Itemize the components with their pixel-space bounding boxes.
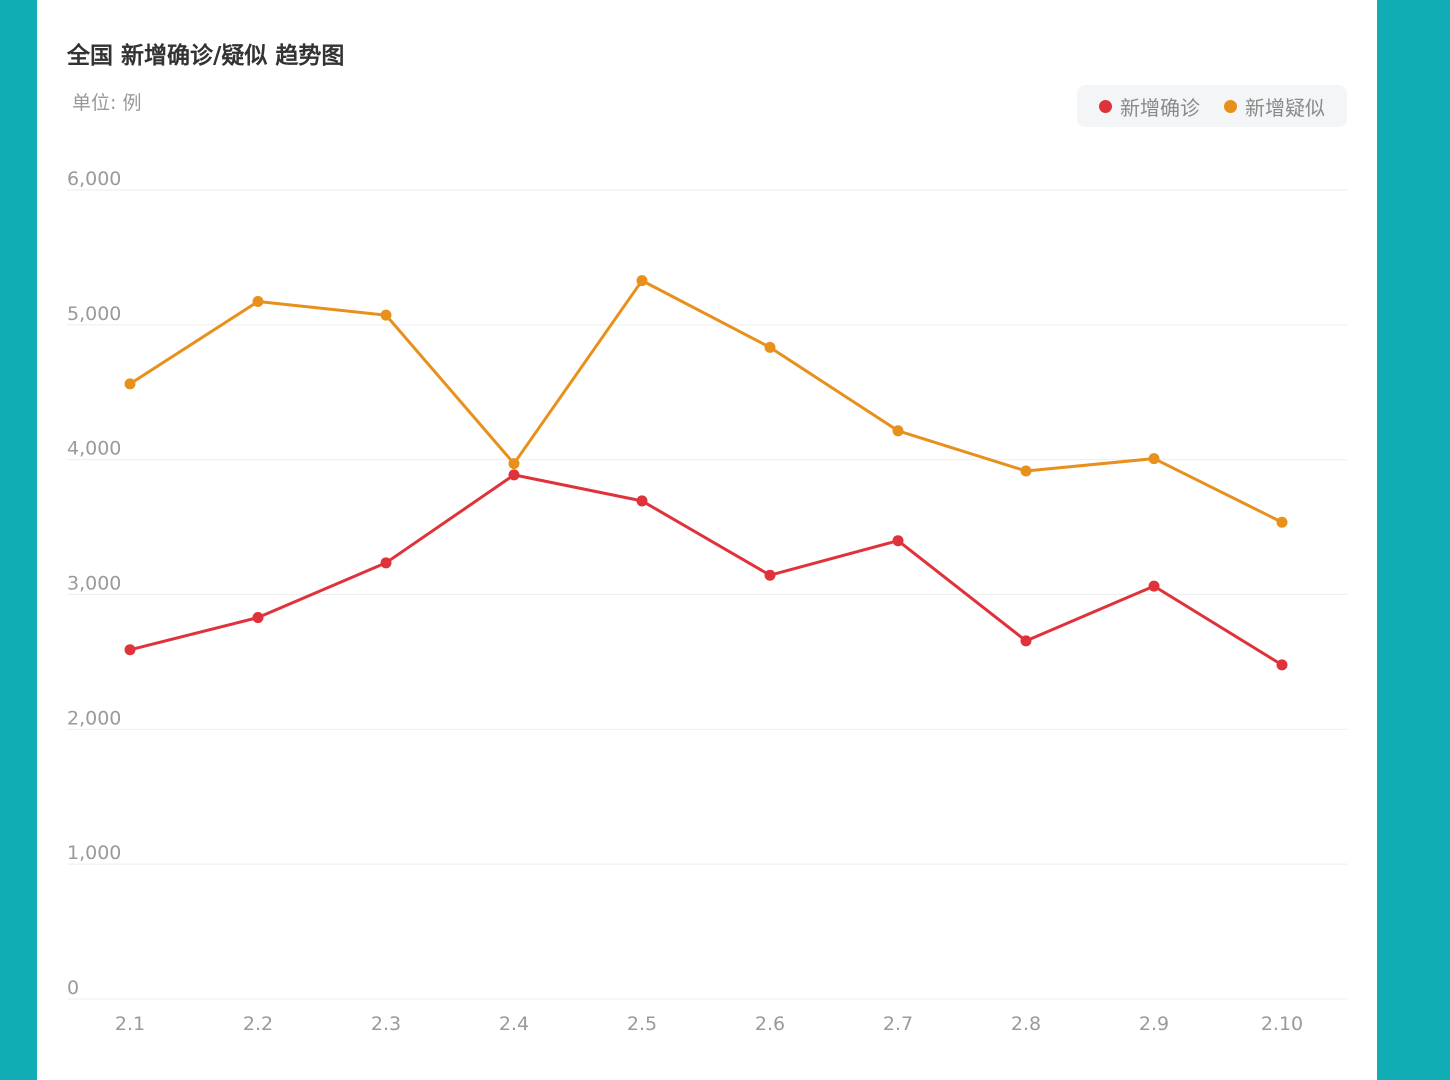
legend-label-suspected: 新增疑似 [1245,95,1325,120]
line-chart-plot: 0 1,000 2,000 3,000 4,000 5,000 6,000 2.1 2.2 2.3… [67,168,1347,1035]
x-tick-label: 2.3 [371,1013,401,1035]
data-point-suspected [380,309,392,321]
data-point-suspected [1020,465,1032,477]
x-tick-label: 2.6 [755,1013,785,1035]
data-point-confirmed [252,612,264,624]
x-tick-label: 2.10 [1261,1013,1303,1035]
series-line-confirmed [129,473,1283,667]
x-tick-label: 2.8 [1011,1013,1041,1035]
y-tick-label: 1,000 [67,842,121,864]
data-point-suspected [252,296,264,308]
data-point-confirmed [1148,580,1160,592]
y-tick-label: 5,000 [67,303,121,325]
data-point-confirmed [124,644,136,656]
legend-dot-suspected-icon [1224,99,1237,113]
x-tick-label: 2.5 [627,1013,657,1035]
data-point-confirmed [892,535,904,547]
y-tick-label: 6,000 [67,168,121,190]
legend-item-confirmed[interactable]: 新增确诊 [1099,92,1200,121]
data-point-suspected [1276,516,1288,528]
y-tick-label: 3,000 [67,573,121,595]
data-point-suspected [124,378,136,390]
x-tick-label: 2.9 [1139,1013,1169,1035]
data-point-suspected [1148,453,1160,465]
chart-title: 全国 新增确诊/疑似 趋势图 [67,43,345,69]
legend-dot-confirmed-icon [1099,99,1112,113]
unit-label: 单位: 例 [72,92,142,114]
data-point-confirmed [764,569,776,581]
y-tick-label: 0 [67,977,79,999]
y-tick-label: 4,000 [67,438,121,460]
chart-legend: 新增确诊 新增疑似 [1077,85,1347,127]
chart-card: 全国 新增确诊/疑似 趋势图 单位: 例 新增确诊 新增疑似 0 1,000 2,0… [37,0,1377,1080]
data-point-confirmed [1020,635,1032,647]
x-tick-label: 2.2 [243,1013,273,1035]
legend-label-confirmed: 新增确诊 [1120,95,1200,120]
data-point-confirmed [636,495,648,507]
data-point-suspected [764,341,776,353]
y-tick-label: 2,000 [67,707,121,729]
data-point-confirmed [508,469,520,481]
data-point-confirmed [1276,659,1288,671]
data-point-suspected [892,425,904,437]
x-tick-label: 2.7 [883,1013,913,1035]
data-point-suspected [508,458,520,470]
legend-item-suspected[interactable]: 新增疑似 [1224,92,1325,121]
data-point-confirmed [380,557,392,569]
data-point-suspected [636,275,648,287]
series-line-suspected [129,279,1283,524]
x-tick-label: 2.4 [499,1013,529,1035]
x-tick-label: 2.1 [115,1013,145,1035]
